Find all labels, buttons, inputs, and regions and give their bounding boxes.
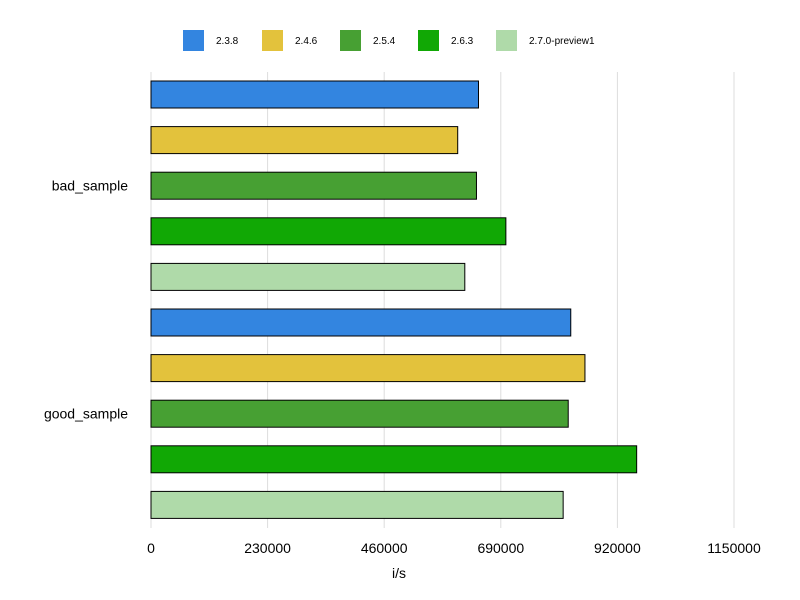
bar bbox=[150, 171, 477, 200]
x-tick-label: 460000 bbox=[361, 540, 408, 556]
legend: 2.3.8 2.4.6 2.5.4 2.6.3 2.7.0-preview1 bbox=[183, 30, 595, 51]
x-tick-label: 230000 bbox=[244, 540, 291, 556]
legend-label: 2.3.8 bbox=[216, 36, 239, 47]
x-tick-label: 690000 bbox=[477, 540, 524, 556]
bar bbox=[150, 445, 638, 474]
category-labels: bad_sample good_sample bbox=[44, 178, 128, 422]
legend-label: 2.4.6 bbox=[295, 36, 318, 47]
x-axis-ticks: 0 230000 460000 690000 920000 1150000 bbox=[147, 540, 761, 556]
legend-swatch bbox=[262, 30, 283, 51]
x-axis-label: i/s bbox=[392, 565, 406, 581]
legend-swatch bbox=[418, 30, 439, 51]
legend-label: 2.5.4 bbox=[373, 36, 396, 47]
bar bbox=[150, 126, 459, 155]
bars bbox=[150, 80, 638, 519]
bar bbox=[150, 217, 507, 246]
legend-label: 2.7.0-preview1 bbox=[529, 36, 595, 47]
bar bbox=[150, 80, 479, 109]
x-tick-label: 1150000 bbox=[707, 540, 761, 556]
bar bbox=[150, 490, 564, 519]
bar bbox=[150, 399, 569, 428]
category-label: good_sample bbox=[44, 406, 128, 422]
x-tick-label: 0 bbox=[147, 540, 155, 556]
legend-swatch bbox=[340, 30, 361, 51]
legend-label: 2.6.3 bbox=[451, 36, 474, 47]
x-tick-label: 920000 bbox=[594, 540, 641, 556]
legend-swatch bbox=[496, 30, 517, 51]
category-label: bad_sample bbox=[52, 178, 128, 194]
bar bbox=[150, 354, 586, 383]
bar bbox=[150, 262, 466, 291]
legend-swatch bbox=[183, 30, 204, 51]
bar bbox=[150, 308, 572, 337]
